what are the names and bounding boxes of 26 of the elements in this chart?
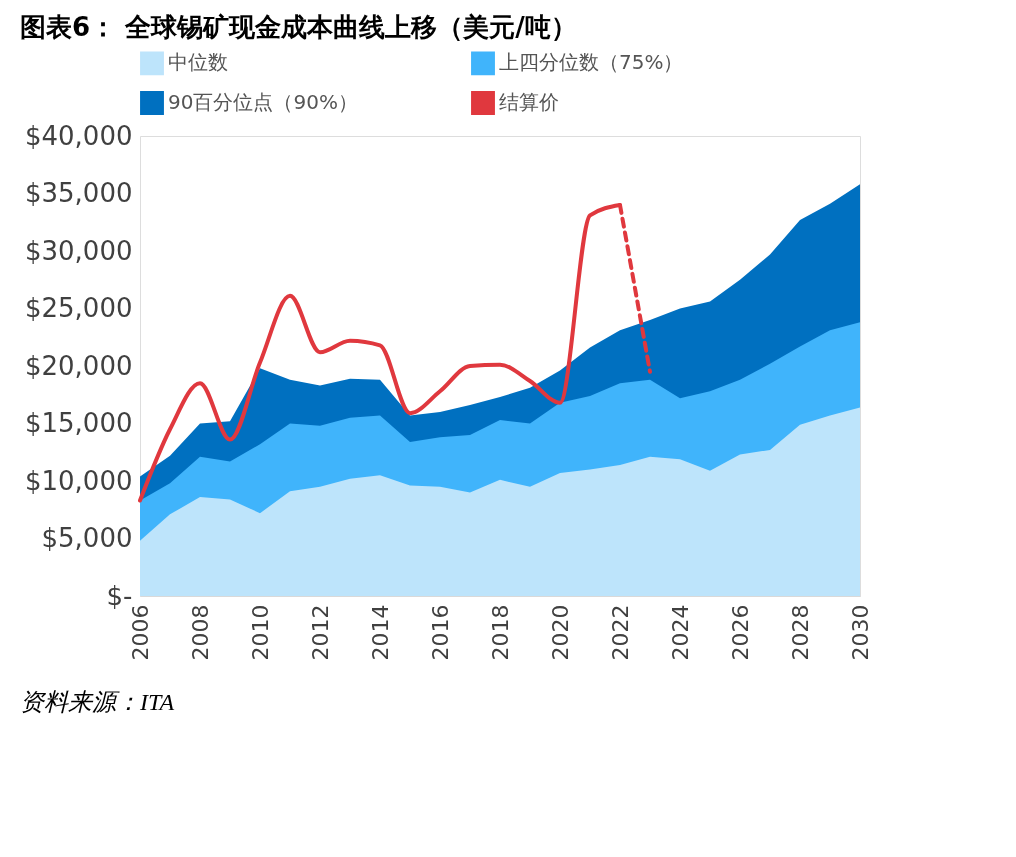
y-tick-label: $40,000 xyxy=(24,120,133,151)
y-tick-label: $15,000 xyxy=(24,408,133,438)
y-tick-label: $25,000 xyxy=(24,293,133,323)
chart-title: 图表6： 全球锡矿现金成本曲线上移（美元/吨） xyxy=(20,12,577,42)
y-tick-label: $5,000 xyxy=(41,523,133,553)
y-tick-label: $30,000 xyxy=(24,235,133,266)
legend-label: 90百分位点（90%） xyxy=(168,90,358,114)
x-tick-label: 2016 xyxy=(427,604,453,661)
x-tick-label: 2020 xyxy=(547,604,573,661)
legend-label: 结算价 xyxy=(499,90,559,114)
text: 资料来源：ITA xyxy=(20,689,175,715)
y-tick-label: $10,000 xyxy=(24,465,133,496)
x-tick-label: 2008 xyxy=(187,604,213,661)
x-tick-label: 2024 xyxy=(667,604,693,661)
x-tick-label: 2028 xyxy=(787,604,813,661)
y-tick-label: $35,000 xyxy=(24,178,133,208)
y-tick-label: $20,000 xyxy=(24,350,133,381)
x-tick-label: 2012 xyxy=(307,604,333,661)
x-tick-label: 2018 xyxy=(487,604,513,661)
x-tick-label: 2030 xyxy=(847,604,873,661)
x-tick-label: 2014 xyxy=(367,604,393,661)
x-tick-label: 2026 xyxy=(727,604,753,661)
x-tick-label: 2022 xyxy=(607,604,633,661)
legend-label: 上四分位数（75%） xyxy=(499,50,684,75)
legend-label: 中位数 xyxy=(168,50,228,75)
x-tick-label: 2010 xyxy=(247,604,273,661)
